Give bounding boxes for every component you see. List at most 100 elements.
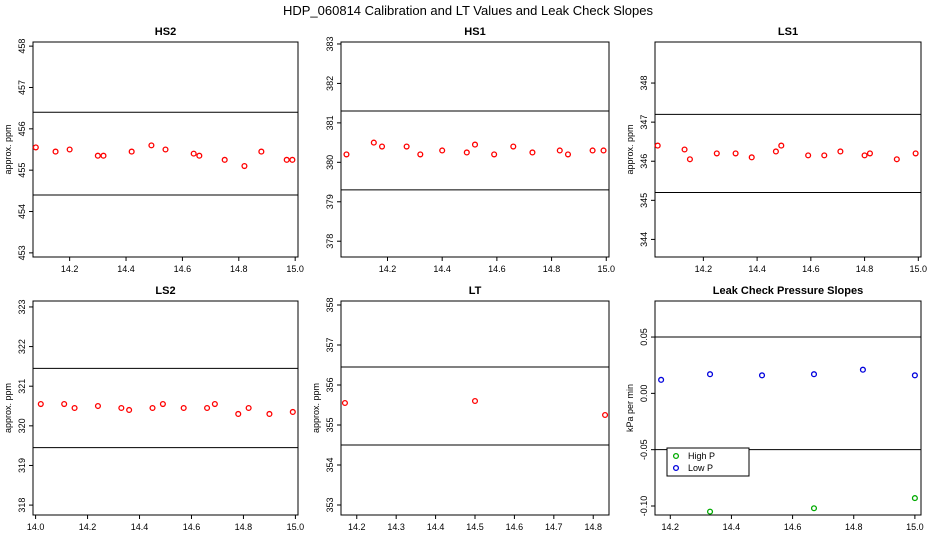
data-point bbox=[589, 147, 596, 154]
data-point bbox=[71, 404, 78, 412]
x-tick-label: 14.8 bbox=[584, 522, 602, 532]
panel-title: Leak Check Pressure Slopes bbox=[713, 285, 863, 297]
x-tick-label: 14.4 bbox=[117, 264, 135, 274]
data-point bbox=[94, 152, 101, 159]
y-tick-label: 354 bbox=[325, 457, 335, 472]
data-point bbox=[126, 406, 133, 414]
x-tick-label: 14.4 bbox=[748, 264, 766, 274]
x-tick-label: 14.6 bbox=[183, 522, 201, 532]
x-tick-label: 14.3 bbox=[387, 522, 405, 532]
x-tick-label: 15.0 bbox=[910, 264, 928, 274]
data-point bbox=[266, 410, 273, 417]
y-tick-label: 457 bbox=[17, 80, 27, 95]
data-point bbox=[245, 404, 252, 412]
data-point bbox=[556, 147, 563, 154]
data-point bbox=[211, 400, 218, 408]
y-tick-label: 347 bbox=[639, 115, 649, 130]
x-tick-label: 14.2 bbox=[348, 522, 366, 532]
y-axis-label: approx. ppm bbox=[3, 124, 13, 174]
x-tick-label: 14.6 bbox=[784, 522, 802, 532]
x-tick-label: 15.0 bbox=[906, 522, 924, 532]
data-point bbox=[911, 495, 918, 502]
y-tick-label: 318 bbox=[17, 498, 27, 513]
data-point bbox=[159, 400, 166, 408]
x-tick-label: 14.4 bbox=[723, 522, 741, 532]
data-point bbox=[221, 156, 228, 163]
y-tick-label: 458 bbox=[17, 39, 27, 54]
data-point bbox=[370, 139, 377, 146]
data-point bbox=[149, 404, 156, 412]
plot-frame bbox=[32, 300, 299, 516]
y-tick-label: 455 bbox=[17, 163, 27, 178]
data-point bbox=[658, 376, 665, 383]
y-tick-label: 323 bbox=[17, 299, 27, 314]
x-tick-label: 14.4 bbox=[433, 264, 451, 274]
panel-title: HS1 bbox=[464, 26, 485, 38]
data-point bbox=[681, 146, 688, 153]
data-point bbox=[235, 410, 242, 417]
y-axis-label: kPa per min bbox=[625, 384, 635, 432]
data-point bbox=[100, 152, 107, 159]
y-tick-label: 321 bbox=[17, 379, 27, 394]
x-tick-label: 14.2 bbox=[379, 264, 397, 274]
data-point bbox=[491, 151, 498, 158]
data-point bbox=[529, 149, 536, 156]
panel-1: HS2 14.2 14.4 14.6 14.8 15.0 453 454 455 456 457 45… bbox=[3, 26, 304, 274]
data-point bbox=[61, 400, 68, 408]
legend-marker bbox=[672, 464, 680, 472]
data-point bbox=[810, 371, 818, 378]
panel-3: LS1 14.2 14.4 14.6 14.8 15.0 344 345 346 347 348 ap… bbox=[625, 26, 927, 274]
x-tick-label: 14.6 bbox=[488, 264, 506, 274]
data-point bbox=[706, 508, 714, 515]
legend-marker bbox=[672, 452, 680, 460]
y-tick-label: 346 bbox=[639, 154, 649, 169]
plot-frame bbox=[340, 300, 610, 516]
x-tick-label: 15.0 bbox=[287, 522, 305, 532]
x-tick-label: 14.7 bbox=[545, 522, 563, 532]
x-tick-label: 14.8 bbox=[845, 522, 863, 532]
data-point bbox=[439, 147, 446, 154]
x-tick-label: 14.4 bbox=[427, 522, 445, 532]
data-point bbox=[118, 404, 125, 412]
data-point bbox=[463, 149, 470, 156]
x-tick-label: 14.2 bbox=[61, 264, 79, 274]
legend-label: Low P bbox=[688, 463, 713, 473]
y-tick-label: 453 bbox=[17, 245, 27, 260]
data-point bbox=[758, 372, 766, 379]
y-tick-label: 356 bbox=[325, 377, 335, 392]
data-point bbox=[289, 408, 296, 416]
data-point bbox=[128, 148, 135, 155]
y-tick-label: -0.10 bbox=[639, 496, 649, 517]
panel-title: HS2 bbox=[155, 26, 176, 38]
x-tick-label: 14.2 bbox=[695, 264, 713, 274]
panel-2: HS1 14.2 14.4 14.6 14.8 15.0 378 379 380 381 382 38… bbox=[325, 26, 615, 274]
legend: High P Low P bbox=[666, 447, 750, 477]
data-point bbox=[748, 154, 755, 161]
data-point bbox=[37, 400, 44, 408]
y-tick-label: 353 bbox=[325, 497, 335, 512]
y-tick-label: 383 bbox=[325, 36, 335, 51]
x-tick-label: 15.0 bbox=[597, 264, 615, 274]
y-axis-label: approx. ppm bbox=[3, 383, 13, 433]
y-tick-label: 358 bbox=[325, 297, 335, 312]
data-point bbox=[471, 141, 479, 148]
panel-5: LT 14.2 14.3 14.4 14.5 14.6 14.7 14.8 353 354 355 3… bbox=[311, 285, 610, 532]
panel-title: LS2 bbox=[155, 285, 175, 297]
y-tick-label: 382 bbox=[325, 76, 335, 91]
data-point bbox=[893, 156, 900, 163]
data-point bbox=[911, 372, 918, 379]
data-point bbox=[66, 146, 73, 153]
x-tick-label: 14.6 bbox=[174, 264, 192, 274]
y-tick-label: 378 bbox=[325, 234, 335, 249]
data-point bbox=[821, 152, 828, 159]
data-point bbox=[778, 142, 785, 149]
y-tick-label: 456 bbox=[17, 121, 27, 136]
data-point bbox=[289, 156, 296, 163]
y-axis-label: approx. ppm bbox=[311, 383, 321, 433]
data-point bbox=[602, 411, 609, 419]
data-point bbox=[196, 152, 203, 159]
x-tick-label: 14.2 bbox=[79, 522, 97, 532]
panel-title: LT bbox=[469, 285, 482, 297]
x-tick-label: 14.8 bbox=[543, 264, 561, 274]
y-tick-label: -0.05 bbox=[639, 439, 649, 460]
